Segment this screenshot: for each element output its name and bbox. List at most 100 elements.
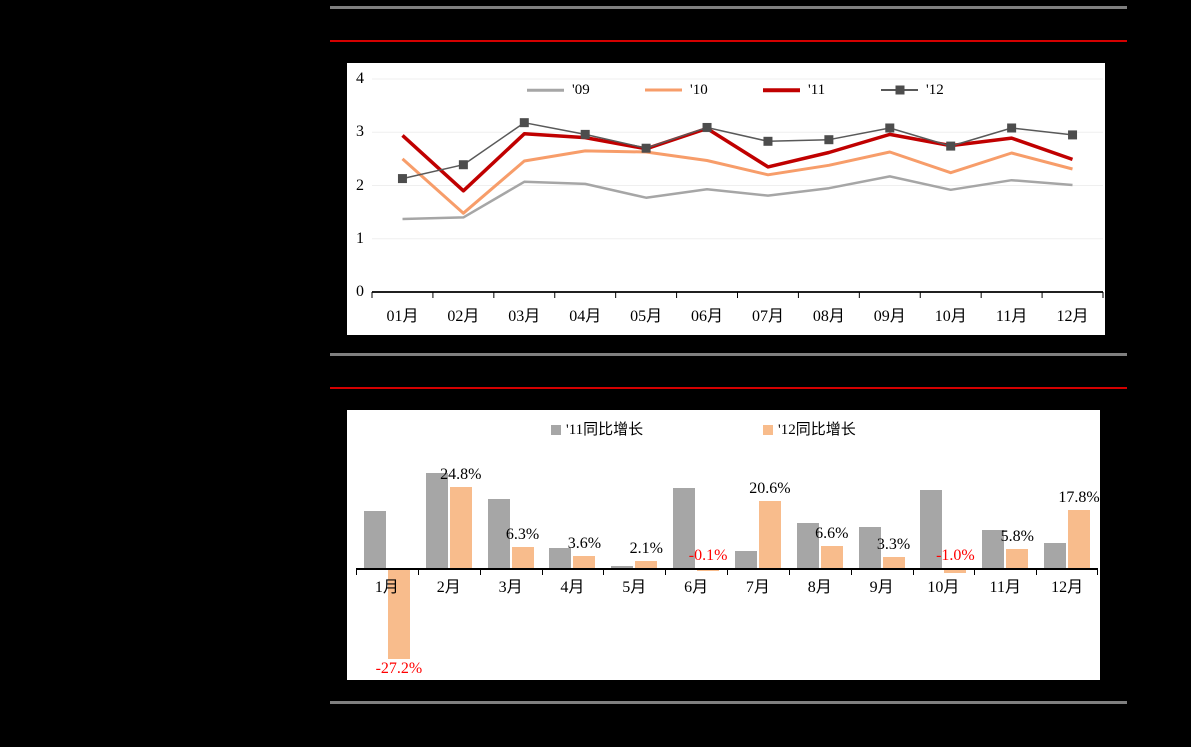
x-axis-month-label: 4月 — [560, 579, 585, 596]
legend-label: '11同比增长 — [566, 422, 644, 438]
x-axis-tick — [479, 570, 481, 575]
legend-line-swatch-icon — [645, 82, 682, 98]
bar-11同比增长-5月 — [611, 566, 634, 568]
x-axis-month-label: 7月 — [745, 579, 770, 596]
bar-11同比增长-4月 — [549, 548, 572, 568]
x-axis-tick — [788, 570, 790, 575]
bar-12同比增长-7月 — [758, 500, 781, 568]
x-axis-tick — [1097, 570, 1098, 575]
legend-item-11: '11 — [763, 82, 825, 98]
bar-11同比增长-10月 — [920, 489, 943, 568]
x-axis-month-label: 11月 — [989, 579, 1021, 596]
x-axis-month-label: 03月 — [508, 308, 541, 325]
series-marker — [397, 174, 407, 184]
y-axis-label: 2 — [356, 176, 364, 194]
series-marker — [702, 122, 712, 132]
legend-square-swatch-icon — [551, 425, 561, 435]
series-marker — [946, 141, 956, 151]
middle-gray-rule — [330, 353, 1127, 356]
legend-line-swatch-icon — [763, 82, 800, 98]
y-axis-label: 3 — [356, 123, 364, 141]
series-line-12 — [402, 121, 1073, 180]
series-marker — [1068, 130, 1078, 140]
x-axis-month-label: 2月 — [436, 579, 461, 596]
bar-12同比增长-6月 — [697, 570, 720, 571]
x-axis-month-label: 1月 — [374, 579, 399, 596]
bar-12同比增长-3月 — [511, 547, 534, 568]
top-gray-rule — [330, 6, 1127, 9]
series-marker — [580, 129, 590, 139]
x-axis-tick — [974, 570, 976, 575]
x-axis-month-label: 09月 — [873, 308, 906, 325]
x-axis-month-label: 08月 — [812, 308, 845, 325]
bar-11同比增长-1月 — [363, 510, 386, 568]
x-axis-month-label: 8月 — [807, 579, 832, 596]
bar-12同比增长-11月 — [1006, 549, 1029, 568]
series-marker — [519, 118, 529, 128]
x-axis-month-label: 11月 — [995, 308, 1028, 325]
legend-item-10: '10 — [645, 82, 708, 98]
series-line-11 — [401, 126, 1074, 193]
legend-marker-icon — [895, 85, 904, 95]
bar-value-label: -1.0% — [936, 547, 975, 564]
bar-11同比增长-6月 — [673, 488, 696, 568]
legend-line — [763, 88, 800, 92]
bar-value-label: 3.6% — [567, 535, 602, 553]
bar-value-label: 3.3% — [876, 536, 911, 554]
bar-value-label: 17.8% — [1058, 488, 1100, 506]
legend-line-swatch-icon — [527, 82, 564, 98]
series-marker — [641, 143, 651, 153]
legend-label: '12同比增长 — [778, 422, 856, 438]
bar-11同比增长-7月 — [734, 551, 757, 568]
x-axis-tick — [1036, 570, 1038, 575]
bar-11同比增长-3月 — [487, 499, 510, 568]
bar-12同比增长-9月 — [882, 557, 905, 568]
series-marker — [824, 135, 834, 145]
x-axis-tick — [912, 570, 914, 575]
x-axis-month-label: 9月 — [869, 579, 894, 596]
x-axis-month-label: 07月 — [751, 308, 784, 325]
bar-chart-panel: '11同比增长 '12同比增长 -27.2% 24.8% 6.3% 3.6% 2.1% -0… — [347, 410, 1100, 680]
x-axis-month-label: 10月 — [927, 579, 960, 596]
legend-line — [645, 88, 682, 92]
line-chart-panel: 0 1 2 3 4 01月 02月 03月 04月 05月 06月 07月 08月 09月 10月 11月 12… — [347, 63, 1105, 335]
x-axis-month-label: 12月 — [1056, 308, 1089, 325]
bar-value-label: 6.3% — [505, 526, 540, 544]
x-axis-tick — [356, 570, 357, 575]
legend-item-09: '09 — [527, 82, 590, 98]
x-axis-month-label: 02月 — [447, 308, 480, 325]
x-axis-tick — [417, 570, 419, 575]
bar-value-label: -27.2% — [375, 659, 423, 677]
bottom-gray-rule — [330, 701, 1127, 704]
bar-12同比增长-4月 — [573, 556, 596, 568]
series-marker — [1007, 123, 1017, 133]
legend-line — [527, 88, 564, 92]
x-axis-month-label: 06月 — [691, 308, 724, 325]
series-marker — [458, 160, 468, 170]
x-axis-month-label: 10月 — [934, 308, 967, 325]
legend-item-11-yoy: '11同比增长 — [551, 422, 644, 438]
top-red-rule — [330, 40, 1127, 42]
x-axis-tick — [727, 570, 728, 575]
y-axis-label: 1 — [356, 229, 364, 247]
bar-value-label: 6.6% — [815, 525, 849, 543]
y-axis-label: 0 — [356, 283, 364, 300]
bar-11同比增长-11月 — [982, 529, 1005, 568]
line-chart-plot — [371, 78, 1104, 298]
x-axis-month-label: 6月 — [684, 579, 709, 596]
series-marker — [763, 136, 773, 146]
bar-11同比增长-2月 — [425, 473, 448, 568]
bar-12同比增长-2月 — [449, 487, 472, 568]
x-axis-month-label: 3月 — [498, 579, 523, 596]
bar-11同比增长-8月 — [796, 523, 819, 568]
x-axis-tick — [541, 570, 543, 575]
bar-12同比增长-10月 — [944, 570, 967, 574]
bar-value-label: 5.8% — [1000, 528, 1034, 546]
bar-11同比增长-12月 — [1044, 543, 1067, 568]
series-line-09 — [402, 175, 1073, 221]
x-axis-month-label: 12月 — [1051, 579, 1084, 596]
legend-label: '10 — [690, 82, 708, 98]
legend-item-12: '12 — [881, 82, 944, 98]
bar-12同比增长-8月 — [820, 546, 843, 568]
x-axis-month-label: 04月 — [569, 308, 602, 325]
